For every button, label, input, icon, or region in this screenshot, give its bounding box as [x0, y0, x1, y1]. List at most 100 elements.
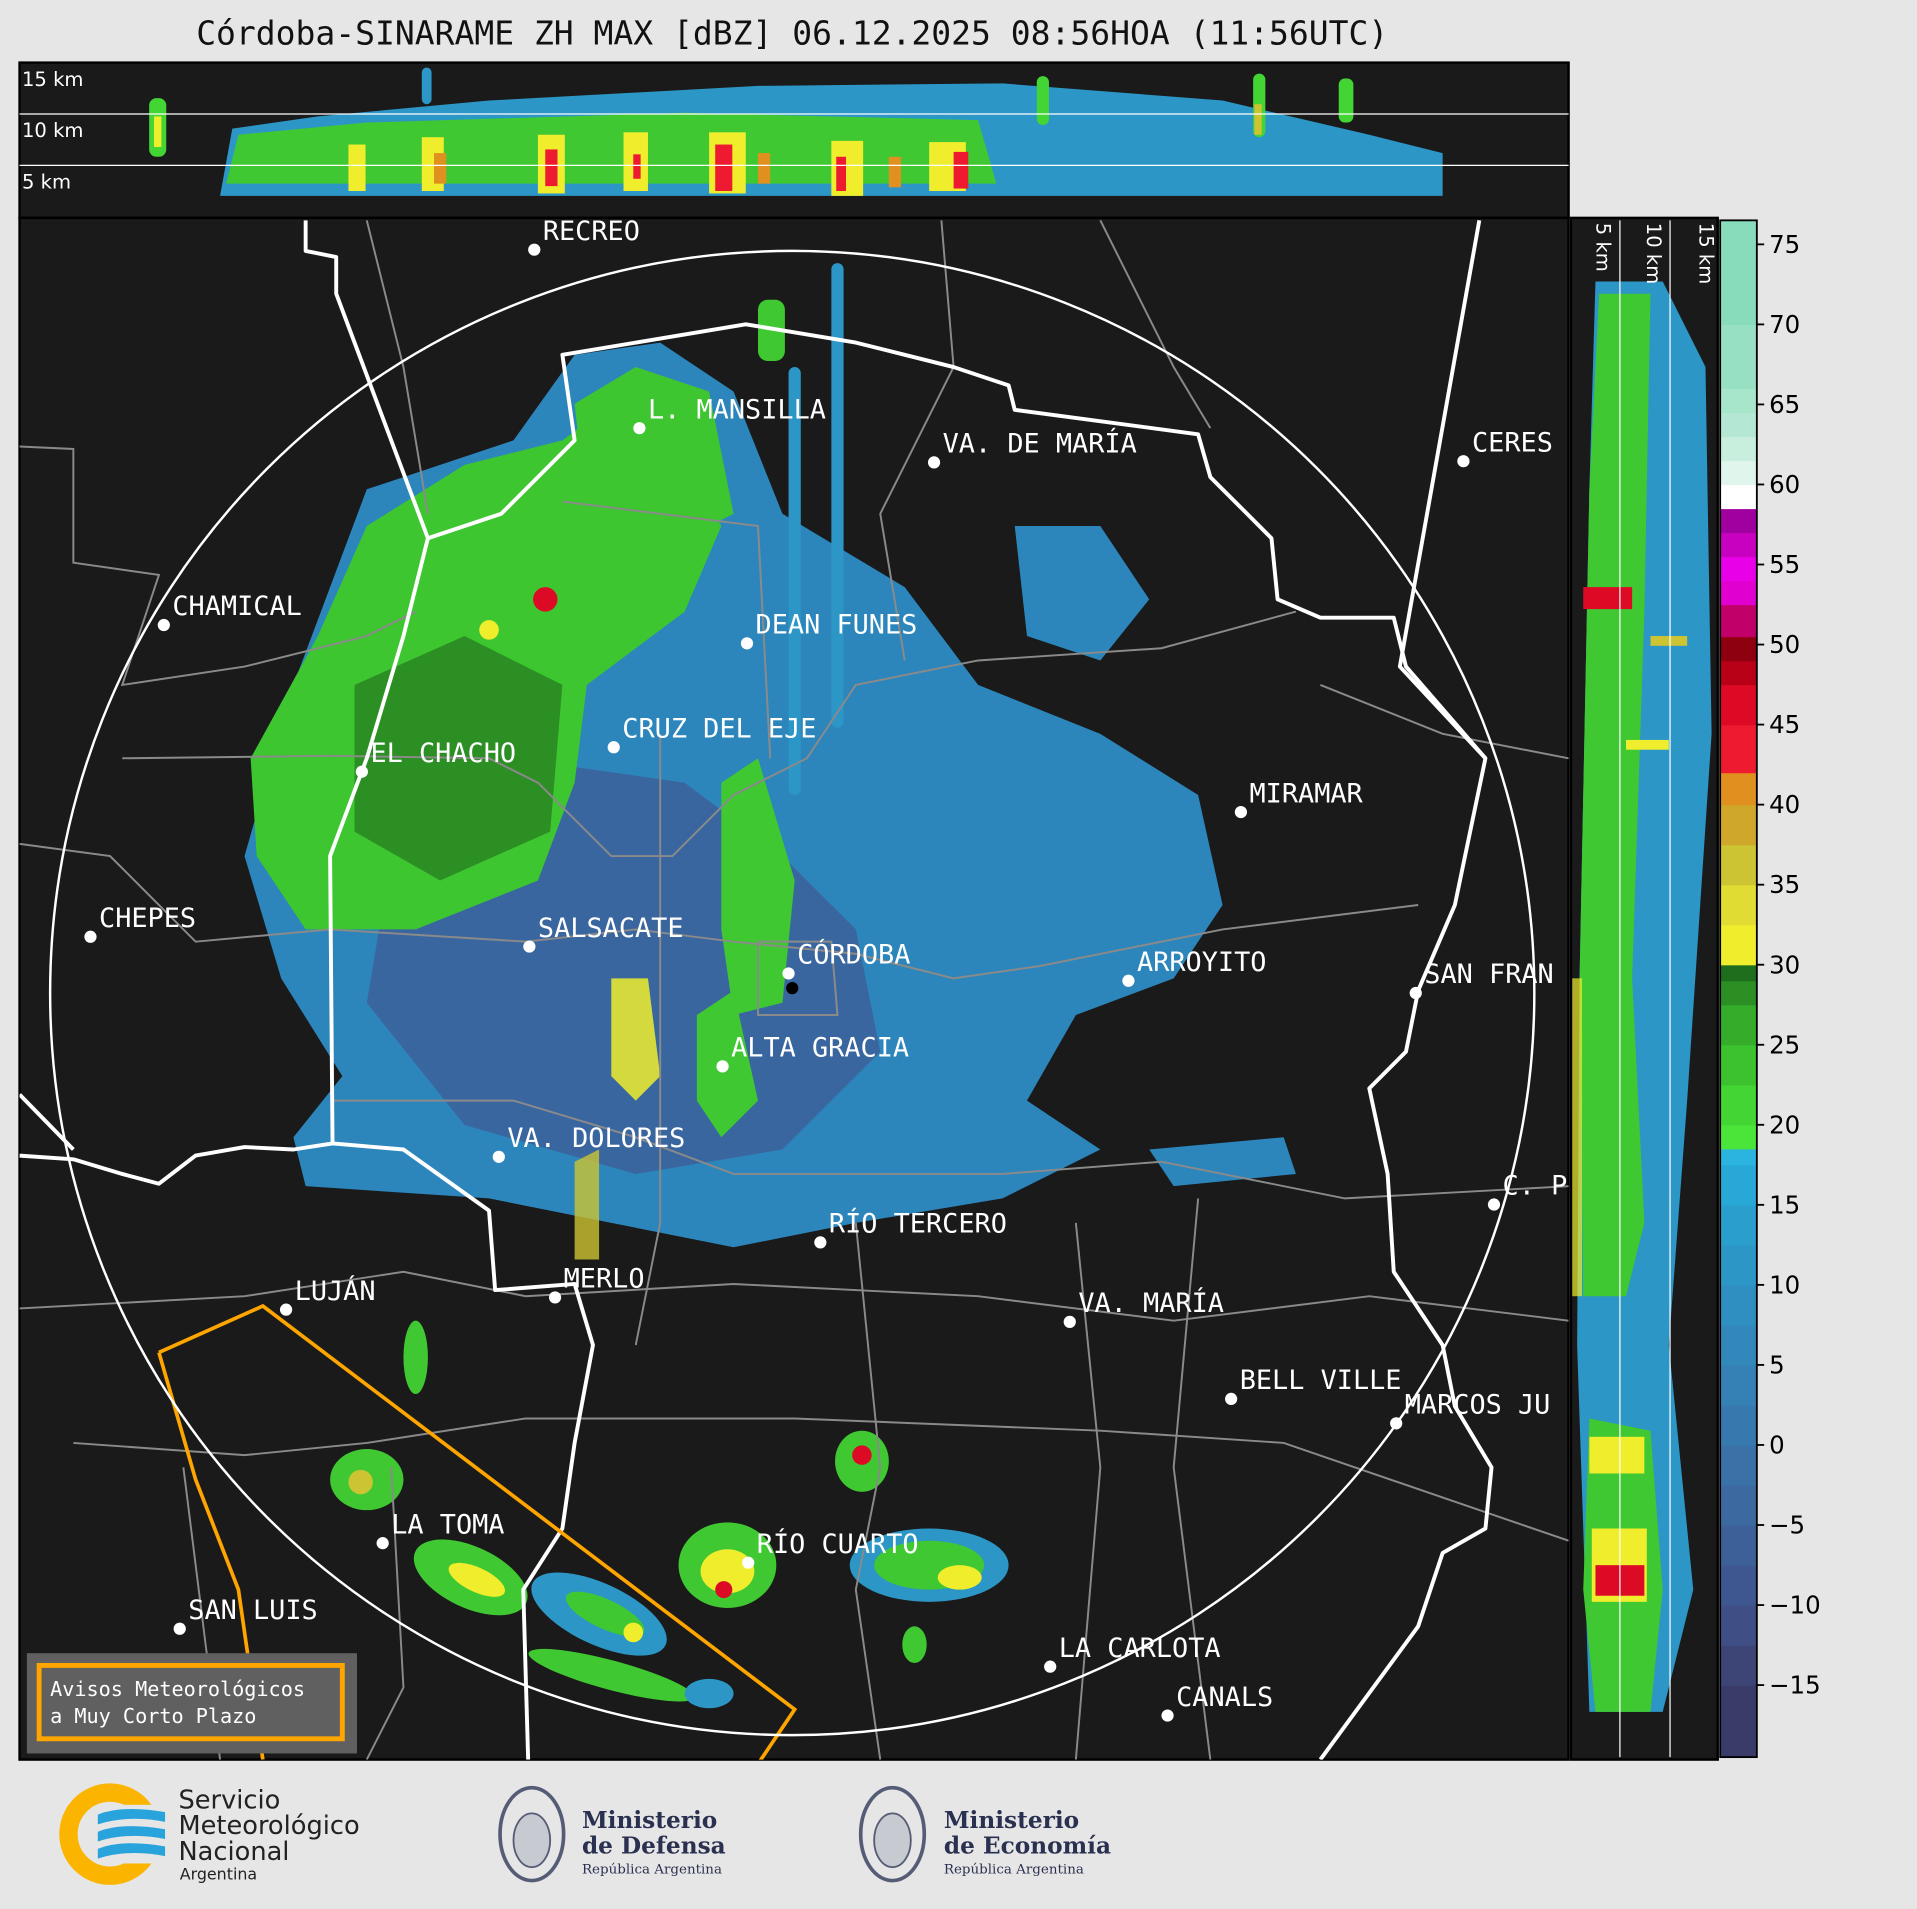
- city-label: MERLO: [564, 1264, 645, 1295]
- side-label-5km: 5 km: [1592, 223, 1615, 272]
- city-label: VA. DE MARÍA: [943, 428, 1137, 460]
- colorbar-segment: [1720, 1324, 1757, 1366]
- coat-of-arms-icon: [858, 1785, 927, 1883]
- city-marker: RÍO TERCERO: [814, 1208, 1007, 1249]
- coat-of-arms-icon: [498, 1785, 566, 1883]
- warning-box[interactable]: Avisos Meteorológicos a Muy Corto Plazo: [26, 1653, 357, 1754]
- city-dot: [1044, 1660, 1057, 1673]
- city-marker: CERES: [1457, 427, 1553, 468]
- city-label: RÍO CUARTO: [757, 1528, 919, 1560]
- colorbar-tick-label: −10: [1769, 1591, 1821, 1620]
- colorbar-segment: [1720, 412, 1757, 438]
- colorbar-segment: [1720, 436, 1757, 462]
- colorbar-segment: [1720, 1204, 1757, 1246]
- economia-line-3: República Argentina: [944, 1862, 1084, 1877]
- side-label-10km: 10 km: [1642, 223, 1665, 284]
- city-label: RÍO TERCERO: [829, 1208, 1007, 1240]
- city-marker: LA CARLOTA: [1044, 1633, 1221, 1673]
- defensa-line-3: República Argentina: [582, 1862, 722, 1877]
- city-dot: [528, 243, 541, 256]
- city-label: SAN LUIS: [188, 1595, 317, 1626]
- colorbar-tick-label: 45: [1769, 710, 1800, 739]
- city-marker: LUJÁN: [279, 1275, 376, 1316]
- colorbar-segment: [1720, 532, 1757, 558]
- city-dot: [716, 1060, 729, 1073]
- side-label-15km: 15 km: [1694, 223, 1717, 284]
- city-marker: SAN FRAN: [1409, 959, 1554, 1000]
- warning-line-2: a Muy Corto Plazo: [50, 1704, 256, 1728]
- top-label-5km: 5 km: [22, 171, 71, 194]
- economia-line-1: Ministerio: [944, 1807, 1079, 1834]
- city-marker: VA. DE MARÍA: [927, 428, 1137, 469]
- city-marker: RECREO: [528, 218, 640, 256]
- city-marker: RÍO CUARTO: [742, 1528, 919, 1569]
- city-label: ARROYITO: [1137, 947, 1266, 978]
- top-height-profile: 15 km 10 km 5 km: [18, 61, 1570, 220]
- city-label: VA. MARÍA: [1078, 1287, 1224, 1319]
- city-marker: CANALS: [1161, 1682, 1273, 1722]
- colorbar-segment: [1720, 324, 1757, 390]
- colorbar-segment: [1720, 724, 1757, 774]
- city-marker: CHEPES: [84, 903, 196, 943]
- city-label: C. P: [1503, 1171, 1568, 1202]
- colorbar-segment: [1720, 1084, 1757, 1126]
- city-dot: [1390, 1417, 1403, 1430]
- city-label: LA CARLOTA: [1059, 1633, 1221, 1664]
- colorbar-segment: [1720, 1645, 1757, 1686]
- radar-map[interactable]: RECREO L. MANSILLA VA. DE MARÍA CERES CHAMIC…: [18, 216, 1570, 1773]
- defensa-line-1: Ministerio: [582, 1807, 717, 1834]
- top-label-10km: 10 km: [22, 119, 83, 142]
- city-marker: VA. MARÍA: [1063, 1287, 1224, 1328]
- colorbar-tick-label: −15: [1769, 1671, 1821, 1700]
- colorbar-segment: [1720, 1565, 1757, 1606]
- city-label: CANALS: [1176, 1682, 1273, 1713]
- city-label: LA TOMA: [391, 1509, 504, 1540]
- city-dot: [782, 967, 795, 980]
- city-label: CERES: [1472, 427, 1553, 458]
- colorbar-segment: [1720, 508, 1757, 534]
- colorbar-tick-label: 55: [1769, 550, 1800, 579]
- city-label: VA. DOLORES: [507, 1123, 685, 1154]
- city-marker: CRUZ DEL EJE: [607, 713, 816, 754]
- city-marker: DEAN FUNES: [740, 610, 917, 650]
- colorbar-tick-label: 50: [1769, 630, 1800, 659]
- radar-echoes: [244, 263, 1296, 1709]
- colorbar-frame: [1719, 219, 1758, 1759]
- colorbar-segment: [1720, 980, 1757, 1006]
- city-marker: MERLO: [548, 1264, 645, 1304]
- colorbar-tick-label: 60: [1769, 470, 1800, 499]
- city-marker: SALSACATE: [523, 913, 684, 953]
- defensa-line-2: de Defensa: [582, 1833, 726, 1860]
- city-dot: [173, 1622, 186, 1635]
- city-dot: [633, 422, 646, 435]
- city-label: CHAMICAL: [172, 591, 301, 622]
- top-label-15km: 15 km: [22, 68, 83, 91]
- city-label: CHEPES: [99, 903, 196, 934]
- colorbar-tick-label: 5: [1769, 1350, 1785, 1379]
- city-label: SALSACATE: [538, 913, 684, 944]
- city-label: MIRAMAR: [1249, 778, 1363, 809]
- colorbar-segment: [1720, 660, 1757, 686]
- smn-line-1: Servicio: [178, 1785, 280, 1815]
- colorbar-tick-label: 70: [1769, 310, 1800, 339]
- smn-line-3: Nacional: [178, 1837, 289, 1867]
- city-dot: [1063, 1315, 1076, 1328]
- colorbar-segment: [1720, 1244, 1757, 1286]
- radar-range-ring: [48, 249, 1536, 1737]
- city-label: L. MANSILLA: [648, 394, 826, 425]
- logo-ministerio-economia: Ministerio de Economía República Argenti…: [858, 1785, 1111, 1883]
- colorbar-segment: [1720, 924, 1757, 966]
- city-dot: [279, 1303, 293, 1316]
- colorbar-segment: [1720, 1444, 1757, 1486]
- city-marker: CÓRDOBA: [782, 939, 910, 980]
- smn-line-4: Argentina: [180, 1864, 257, 1883]
- colorbar-segment: [1720, 964, 1757, 982]
- city-marker: EL CHACHO: [355, 738, 516, 778]
- city-marker: ARROYITO: [1122, 947, 1266, 987]
- city-dot: [523, 940, 536, 953]
- city-label: CÓRDOBA: [797, 939, 910, 971]
- colorbar-tick-label: 35: [1769, 870, 1800, 899]
- colorbar-tick-label: 25: [1769, 1030, 1800, 1059]
